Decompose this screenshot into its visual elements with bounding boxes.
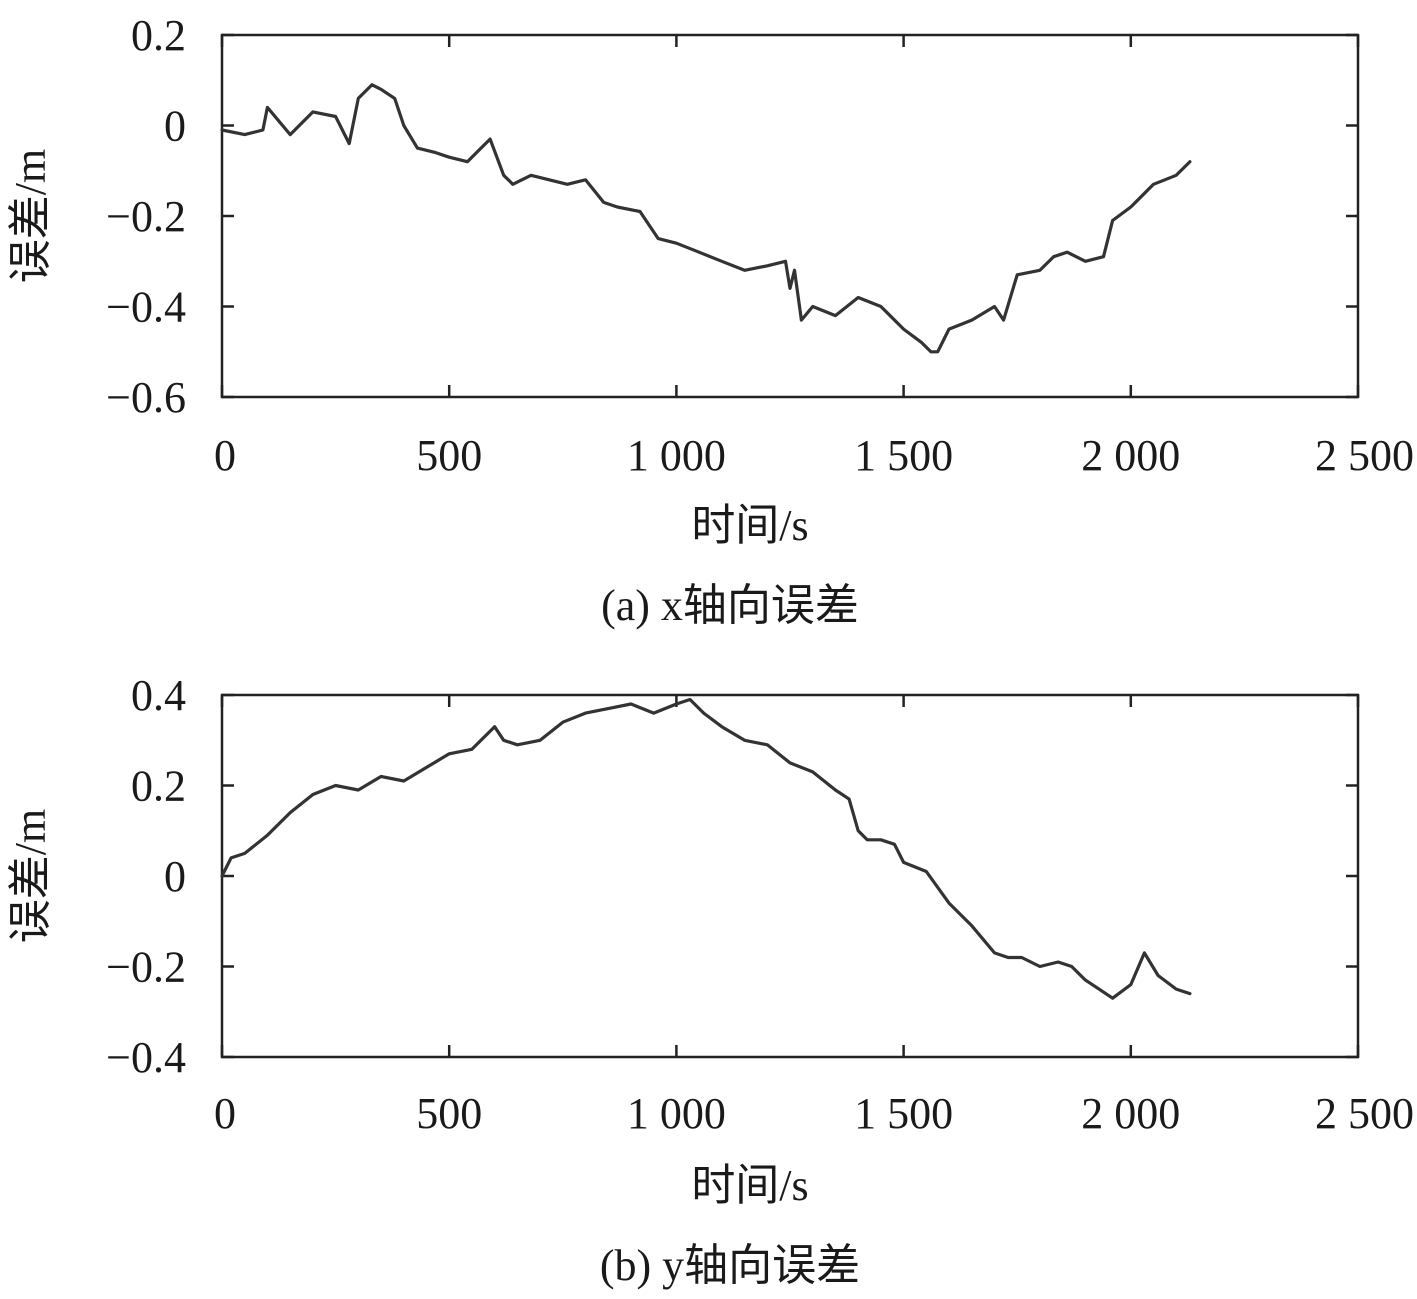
chart-x-axis-error: 0 500 1 000 1 500 2 000 2 500 0.2 0 −0.2 −0.4 −0.6… [6, 11, 1414, 630]
plot-frame [220, 693, 1360, 1059]
y-tick-label: 0 [164, 852, 186, 901]
x-tick-label: 1 000 [627, 431, 726, 480]
y-tick-label: 0.2 [131, 762, 186, 811]
x-tick-label: 1 500 [854, 431, 953, 480]
y-tick-label: −0.6 [106, 373, 186, 422]
x-tick-label: 1 500 [854, 1089, 953, 1138]
y-tick-label: 0.2 [131, 11, 186, 60]
x-tick-label: 2 000 [1081, 1089, 1180, 1138]
series-line [220, 697, 1192, 1000]
x-tick-label: 500 [416, 1089, 482, 1138]
x-tick-label: 0 [214, 1089, 236, 1138]
series-line [220, 83, 1192, 354]
y-tick-label: 0.4 [131, 671, 186, 720]
x-tick-label: 500 [416, 431, 482, 480]
x-axis-label: 时间/s [691, 501, 808, 550]
y-tick-label: −0.4 [106, 1033, 186, 1082]
plot-frame [220, 33, 1360, 399]
x-tick-label: 0 [214, 431, 236, 480]
y-tick-label: −0.2 [106, 943, 186, 992]
y-tick-label: −0.2 [106, 192, 186, 241]
x-tick-label: 2 000 [1081, 431, 1180, 480]
x-axis-label: 时间/s [691, 1161, 808, 1210]
x-tick-label: 2 500 [1315, 431, 1414, 480]
y-tick-label: −0.4 [106, 283, 186, 332]
chart-caption: (b) y轴向误差 [600, 1241, 860, 1290]
x-tick-label: 1 000 [627, 1089, 726, 1138]
y-tick-label: 0 [164, 102, 186, 151]
chart-y-axis-error: 0 500 1 000 1 500 2 000 2 500 0.4 0.2 0 −0.2 −0.4 时… [6, 671, 1414, 1290]
y-axis-label: 误差/m [6, 809, 55, 943]
chart-caption: (a) x轴向误差 [601, 581, 859, 630]
y-axis-label: 误差/m [6, 149, 55, 283]
x-tick-label: 2 500 [1315, 1089, 1414, 1138]
